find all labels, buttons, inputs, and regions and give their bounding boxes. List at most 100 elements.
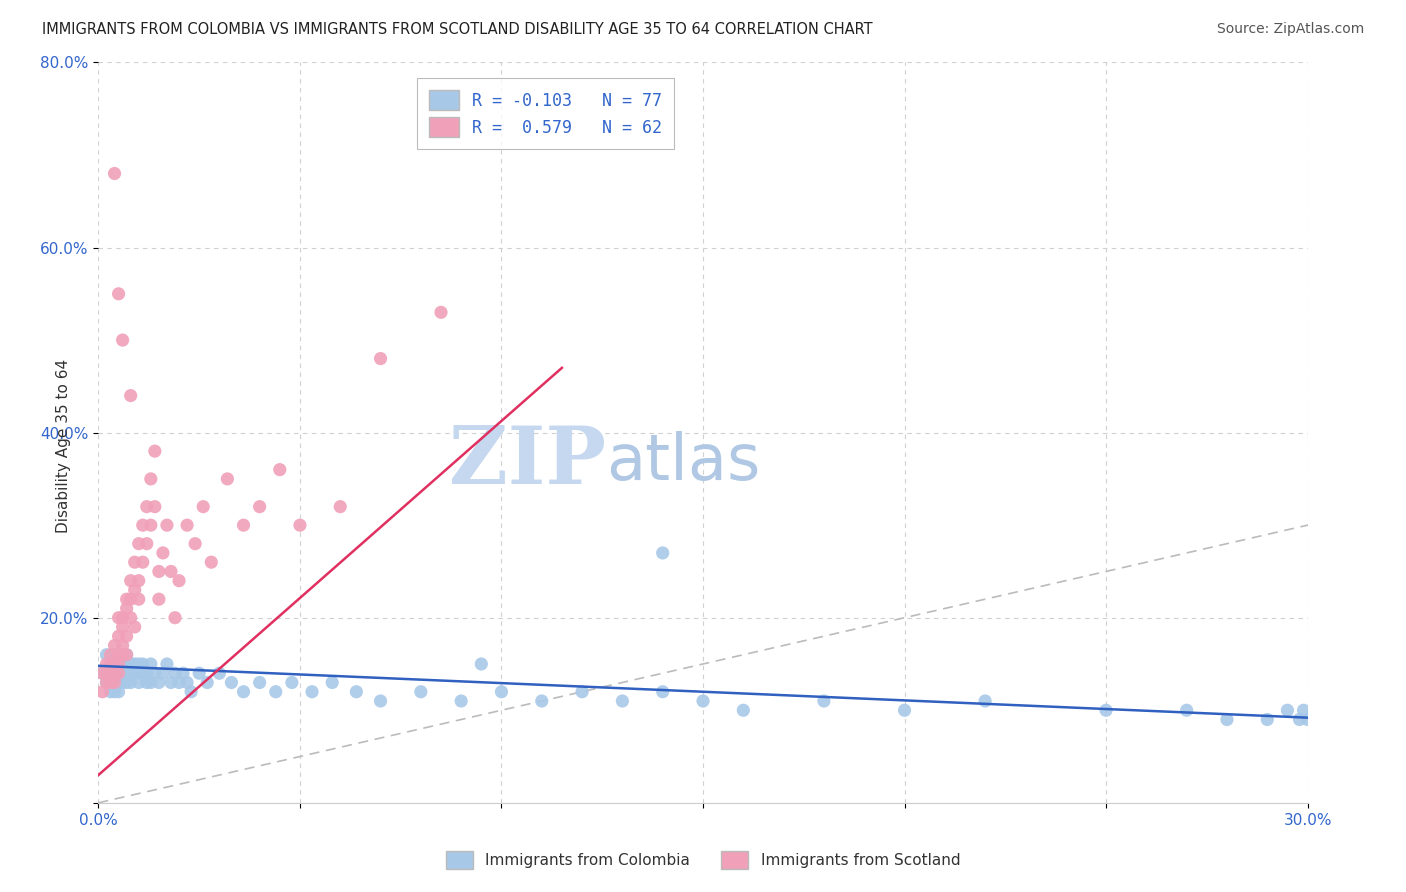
Point <box>208 666 231 681</box>
Point <box>120 388 142 402</box>
Point <box>103 657 125 671</box>
Point <box>1216 713 1239 727</box>
Point <box>100 657 122 671</box>
Point <box>692 694 714 708</box>
Point <box>176 518 198 533</box>
Point <box>100 666 122 681</box>
Point <box>135 675 157 690</box>
Point <box>107 648 129 662</box>
Legend: R = -0.103   N = 77, R =  0.579   N = 62: R = -0.103 N = 77, R = 0.579 N = 62 <box>418 78 673 149</box>
Point <box>193 500 215 514</box>
Point <box>321 675 343 690</box>
Point <box>128 536 150 550</box>
Point <box>571 685 593 699</box>
Point <box>103 639 125 653</box>
Point <box>111 333 134 347</box>
Point <box>91 666 114 681</box>
Point <box>103 666 125 681</box>
Point <box>115 648 138 662</box>
Point <box>470 657 492 671</box>
Point <box>111 666 134 681</box>
Point <box>124 620 146 634</box>
Point <box>143 666 166 681</box>
Point <box>733 703 755 717</box>
Point <box>152 666 174 681</box>
Point <box>249 675 271 690</box>
Point <box>115 592 138 607</box>
Point <box>813 694 835 708</box>
Point <box>107 657 129 671</box>
Point <box>370 351 392 366</box>
Point <box>100 675 122 690</box>
Point <box>124 657 146 671</box>
Point <box>128 592 150 607</box>
Point <box>128 657 150 671</box>
Text: IMMIGRANTS FROM COLOMBIA VS IMMIGRANTS FROM SCOTLAND DISABILITY AGE 35 TO 64 COR: IMMIGRANTS FROM COLOMBIA VS IMMIGRANTS F… <box>42 22 873 37</box>
Point <box>107 629 129 643</box>
Point <box>100 657 122 671</box>
Point <box>143 500 166 514</box>
Point <box>160 565 183 579</box>
Point <box>103 685 125 699</box>
Point <box>100 648 122 662</box>
Point <box>893 703 915 717</box>
Point <box>232 685 254 699</box>
Point <box>612 694 634 708</box>
Point <box>217 472 239 486</box>
Point <box>156 518 179 533</box>
Point <box>139 518 162 533</box>
Point <box>1277 703 1299 717</box>
Point <box>651 546 673 560</box>
Point <box>176 675 198 690</box>
Point <box>107 666 129 681</box>
Point <box>111 639 134 653</box>
Point <box>200 555 222 569</box>
Point <box>115 675 138 690</box>
Point <box>188 666 211 681</box>
Point <box>269 462 291 476</box>
Point <box>1296 713 1319 727</box>
Point <box>107 685 129 699</box>
Point <box>96 675 118 690</box>
Point <box>167 574 190 588</box>
Legend: Immigrants from Colombia, Immigrants from Scotland: Immigrants from Colombia, Immigrants fro… <box>440 845 966 875</box>
Point <box>430 305 453 319</box>
Point <box>115 666 138 681</box>
Point <box>370 694 392 708</box>
Point <box>160 675 183 690</box>
Point <box>120 574 142 588</box>
Point <box>135 536 157 550</box>
Point <box>180 685 202 699</box>
Point <box>91 666 114 681</box>
Point <box>152 546 174 560</box>
Text: atlas: atlas <box>606 431 761 493</box>
Point <box>1095 703 1118 717</box>
Point <box>100 666 122 681</box>
Point <box>974 694 997 708</box>
Point <box>530 694 553 708</box>
Point <box>1256 713 1278 727</box>
Point <box>96 666 118 681</box>
Point <box>120 657 142 671</box>
Point <box>344 685 367 699</box>
Point <box>167 675 190 690</box>
Point <box>156 657 179 671</box>
Point <box>172 666 194 681</box>
Point <box>100 685 122 699</box>
Point <box>96 657 118 671</box>
Point <box>91 685 114 699</box>
Point <box>111 610 134 624</box>
Point <box>148 592 170 607</box>
Point <box>195 675 218 690</box>
Point <box>120 610 142 624</box>
Point <box>124 582 146 597</box>
Point <box>103 675 125 690</box>
Point <box>281 675 304 690</box>
Point <box>139 657 162 671</box>
Point <box>143 444 166 458</box>
Point <box>288 518 311 533</box>
Point <box>107 286 129 301</box>
Point <box>132 666 155 681</box>
Point <box>450 694 472 708</box>
Point <box>107 648 129 662</box>
